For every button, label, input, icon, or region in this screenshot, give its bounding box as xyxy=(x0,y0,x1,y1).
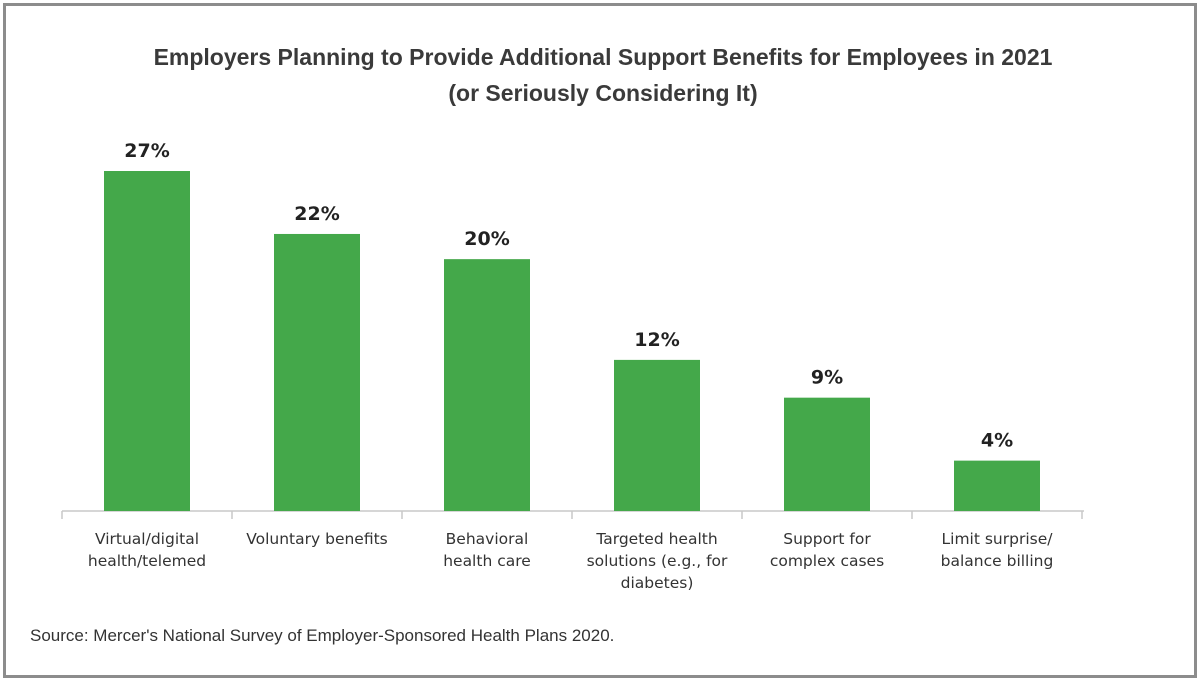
category-label: Voluntary benefits xyxy=(246,530,388,548)
category-label: Behavioral health care xyxy=(443,530,531,570)
bar xyxy=(954,460,1040,511)
category-label: Virtual/digital health/telemed xyxy=(88,530,206,570)
category-label: Limit surprise/balance billing xyxy=(941,530,1054,570)
data-label: 27% xyxy=(124,140,169,162)
bar xyxy=(614,359,700,511)
category-label: Support for complex cases xyxy=(770,530,884,570)
chart-subtitle: (or Seriously Considering It) xyxy=(448,80,758,106)
source-note: Source: Mercer's National Survey of Empl… xyxy=(30,626,615,645)
data-label: 4% xyxy=(981,430,1013,452)
bar xyxy=(104,171,190,511)
data-label: 12% xyxy=(634,329,679,351)
chart-title-block: Employers Planning to Provide Additional… xyxy=(6,39,1200,111)
bar xyxy=(444,259,530,511)
data-label: 9% xyxy=(811,367,843,389)
data-label: 22% xyxy=(294,203,339,225)
chart-title: Employers Planning to Provide Additional… xyxy=(153,44,1053,70)
data-label: 20% xyxy=(464,228,509,250)
chart-frame: Employers Planning to Provide Additional… xyxy=(3,3,1197,678)
bar xyxy=(784,397,870,511)
bar-chart: 27% Virtual/digital health/telemed 22% Volun… xyxy=(61,140,1084,592)
bar xyxy=(274,233,360,512)
category-label: Targeted health solutions (e.g., for diabe… xyxy=(587,530,728,592)
